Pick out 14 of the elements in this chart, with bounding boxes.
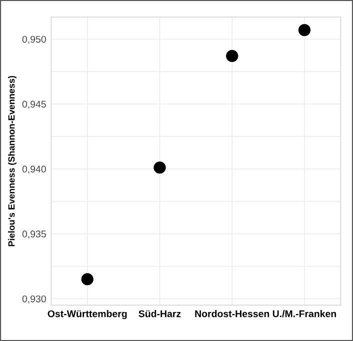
y-tick-label: 0,935: [22, 230, 46, 239]
y-tick-label: 0,950: [22, 36, 46, 44]
point: [226, 50, 238, 62]
point: [81, 273, 94, 286]
point: [298, 24, 311, 36]
y-tick-label: 0,940: [22, 166, 46, 174]
x-tick-label: Nordost-Hessen: [195, 310, 270, 318]
x-tick-label: U./M.-Franken: [272, 310, 336, 318]
x-tick-label: Ost-Württemberg: [48, 310, 127, 320]
y-tick-label: 0,945: [22, 100, 46, 109]
y-axis-title: Pielou's Evenness (Shannon-Evenness): [8, 76, 16, 246]
point: [154, 162, 166, 174]
x-tick-label: Süd-Harz: [138, 310, 181, 318]
y-tick-label: 0,930: [22, 295, 46, 304]
